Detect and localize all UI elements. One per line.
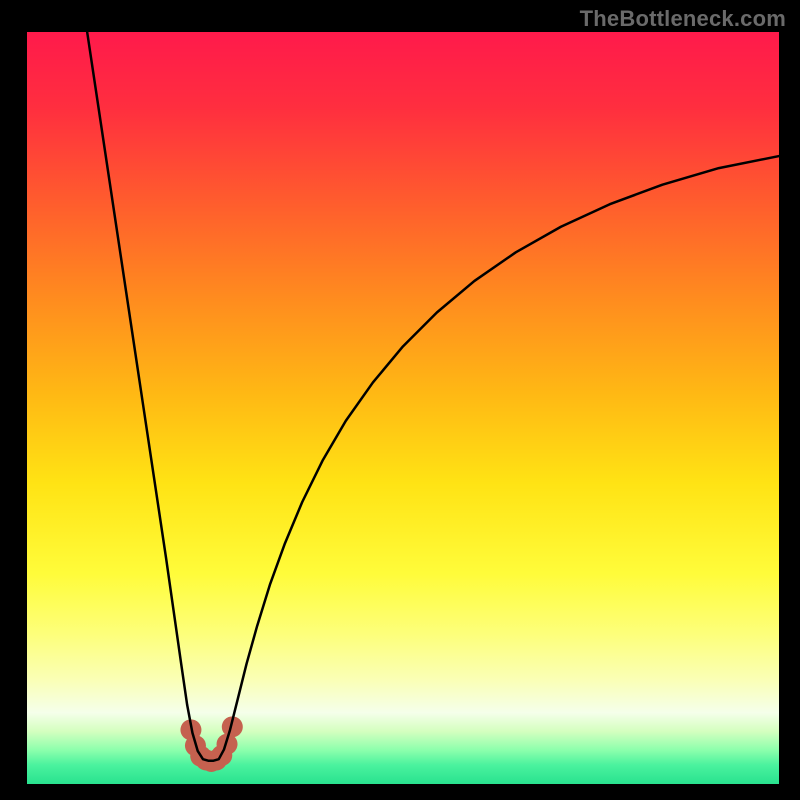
bottleneck-curve xyxy=(87,32,779,761)
chart-svg xyxy=(27,32,779,784)
watermark-text: TheBottleneck.com xyxy=(580,6,786,32)
plot-area xyxy=(27,32,779,784)
